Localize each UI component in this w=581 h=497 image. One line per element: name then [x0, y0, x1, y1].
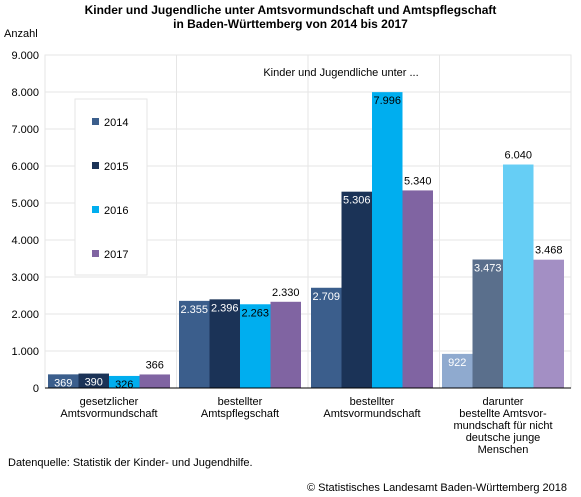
legend-swatch-2015 [92, 162, 99, 169]
data-label-2017-group-2: 2.330 [272, 287, 300, 299]
x-category-label: mundschaft für nicht [453, 420, 552, 432]
bar-2017-group-1 [139, 374, 170, 388]
x-category-label: Amtspflegschaft [201, 408, 279, 420]
y-tick-label: 8.000 [11, 87, 39, 99]
legend-label-2016: 2016 [104, 205, 128, 217]
legend-swatch-2014 [92, 118, 99, 125]
bar-2015-group-4 [472, 259, 503, 388]
bar-2015-group-3 [341, 191, 372, 388]
x-category-label: Menschen [478, 444, 529, 456]
x-category-label: bestellter [218, 396, 263, 408]
data-label-2015-group-1: 390 [85, 377, 103, 389]
x-category-label: darunter [483, 396, 524, 408]
chart-title-line2: in Baden-Württemberg von 2014 bis 2017 [173, 17, 408, 31]
data-label-2015-group-4: 3.473 [474, 262, 502, 274]
legend-label-2015: 2015 [104, 161, 128, 173]
bar-2014-group-1 [48, 374, 79, 388]
annotation-text: Kinder und Jugendliche unter ... [263, 67, 418, 79]
chart-title: Kinder und Jugendliche unter Amtsvormund… [0, 3, 581, 31]
bar-2016-group-1 [109, 375, 140, 388]
data-label-2014-group-2: 2.355 [180, 304, 208, 316]
data-label-2016-group-3: 7.996 [373, 95, 401, 107]
legend-label-2017: 2017 [104, 249, 128, 261]
x-category-label: Amtsvormundschaft [60, 408, 157, 420]
data-label-2016-group-1: 326 [115, 379, 133, 391]
chart-title-line1: Kinder und Jugendliche unter Amtsvormund… [84, 3, 497, 17]
bar-2015-group-2 [209, 299, 240, 388]
bar-2017-group-3 [402, 190, 433, 388]
y-tick-label: 7.000 [11, 124, 39, 136]
data-label-2015-group-3: 5.306 [343, 195, 371, 207]
data-source: Datenquelle: Statistik der Kinder- und J… [8, 457, 253, 469]
x-category-label: bestellte Amtsvor- [459, 408, 547, 420]
data-label-2014-group-4: 922 [448, 357, 466, 369]
bar-2016-group-2 [240, 304, 271, 388]
legend-label-2014: 2014 [104, 117, 128, 129]
bar-2014-group-2 [179, 300, 210, 388]
y-tick-label: 2.000 [11, 309, 39, 321]
y-tick-label: 1.000 [11, 346, 39, 358]
y-tick-label: 4.000 [11, 235, 39, 247]
x-category-label: gesetzlicher [80, 396, 139, 408]
y-tick-label: 5.000 [11, 198, 39, 210]
bar-2014-group-4 [442, 353, 473, 388]
bar-2017-group-2 [270, 301, 301, 388]
y-tick-label: 3.000 [11, 272, 39, 284]
data-label-2016-group-2: 2.263 [241, 307, 269, 319]
y-axis-label: Anzahl [4, 28, 38, 40]
bar-2016-group-4 [503, 164, 534, 388]
legend-swatch-2016 [92, 206, 99, 213]
data-label-2014-group-3: 2.709 [312, 291, 340, 303]
bar-2014-group-3 [311, 287, 342, 388]
bar-2015-group-1 [78, 373, 109, 388]
bar-2016-group-3 [372, 92, 403, 388]
bar-2017-group-4 [533, 259, 564, 388]
copyright: © Statistisches Landesamt Baden-Württemb… [306, 482, 567, 494]
y-tick-label: 0 [33, 383, 39, 395]
x-category-label: Amtsvormundschaft [323, 408, 420, 420]
legend-swatch-2017 [92, 250, 99, 257]
data-label-2016-group-4: 6.040 [504, 150, 532, 162]
data-label-2017-group-1: 366 [146, 359, 164, 371]
data-label-2017-group-4: 3.468 [535, 245, 563, 257]
x-category-label: bestellter [350, 396, 395, 408]
data-label-2014-group-1: 369 [54, 377, 72, 389]
x-category-label: deutsche junge [466, 432, 541, 444]
legend-box [74, 98, 148, 276]
data-label-2017-group-3: 5.340 [404, 175, 432, 187]
y-tick-label: 9.000 [11, 50, 39, 62]
data-label-2015-group-2: 2.396 [211, 302, 239, 314]
y-tick-label: 6.000 [11, 161, 39, 173]
